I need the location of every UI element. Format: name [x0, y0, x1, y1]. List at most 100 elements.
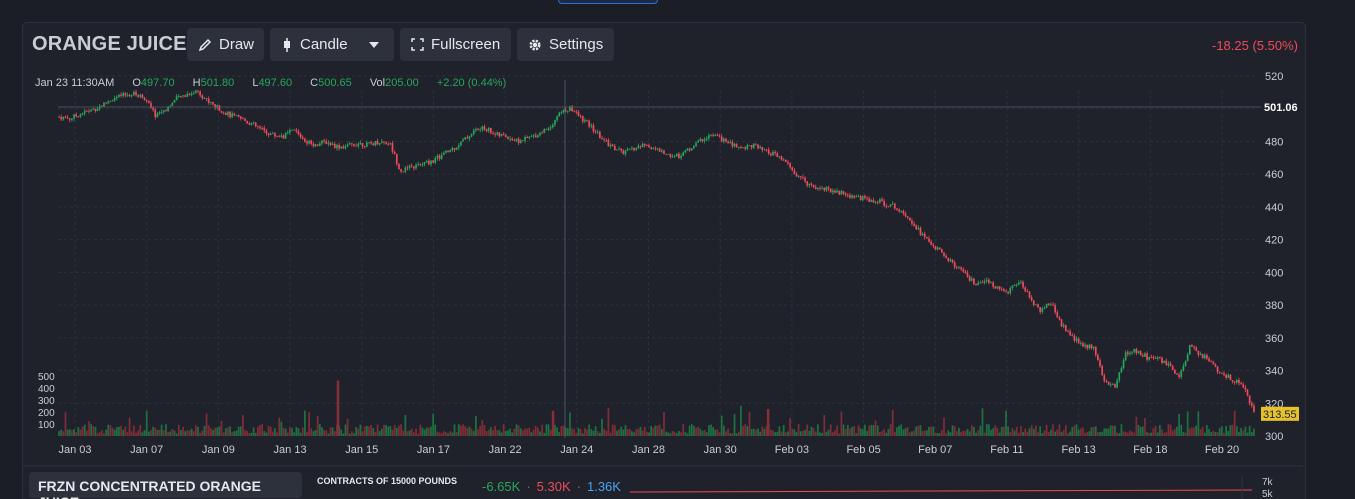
- volume-bar: [712, 427, 714, 436]
- candle-body: [1002, 289, 1005, 291]
- volume-bar: [571, 428, 573, 436]
- candle-body: [541, 132, 543, 134]
- volume-bar: [1137, 424, 1140, 436]
- fullscreen-button[interactable]: Fullscreen: [400, 28, 511, 61]
- volume-bar: [688, 425, 691, 436]
- price-chart[interactable]: 300320340360380400420440460480500520Jan …: [0, 0, 1355, 470]
- volume-spike: [551, 410, 555, 436]
- volume-bar: [834, 430, 836, 436]
- candle-body: [167, 106, 169, 111]
- volume-bar: [451, 432, 454, 436]
- candle-body: [750, 145, 753, 148]
- candle-body: [1020, 281, 1022, 283]
- candle-body: [522, 140, 524, 142]
- volume-bar: [1088, 431, 1091, 436]
- volume-bar: [1062, 430, 1065, 436]
- candle-body: [436, 155, 439, 159]
- volume-bar: [748, 411, 751, 436]
- volume-bar: [263, 431, 266, 436]
- volume-bar: [462, 424, 464, 436]
- volume-bar: [209, 428, 212, 436]
- candle-body: [1253, 405, 1255, 412]
- draw-button[interactable]: Draw: [187, 28, 264, 61]
- candle-body: [111, 100, 114, 102]
- candle-body: [209, 102, 212, 103]
- candle-body: [1082, 343, 1084, 347]
- volume-bar: [259, 424, 261, 436]
- volume-bar: [182, 426, 184, 436]
- candle-body: [1043, 307, 1046, 309]
- candle-body: [752, 143, 755, 148]
- footer-stat-1: -6.65K: [482, 479, 521, 494]
- candle-body: [220, 111, 223, 113]
- volume-bar: [372, 428, 375, 436]
- candle-body: [1122, 360, 1125, 369]
- candle-body: [994, 286, 997, 289]
- candle-body: [718, 135, 721, 137]
- candle-body: [765, 149, 768, 151]
- volume-bar: [838, 433, 841, 436]
- volume-bar: [1144, 418, 1146, 436]
- candle-body: [246, 120, 249, 124]
- volume-bar: [985, 424, 988, 436]
- volume-bar: [466, 428, 469, 436]
- candle-body: [1039, 307, 1042, 312]
- volume-bar: [1126, 432, 1129, 436]
- volume-bar: [1064, 425, 1067, 436]
- candle-body: [603, 139, 605, 140]
- volume-bar: [1101, 431, 1104, 436]
- candle-body: [881, 199, 883, 201]
- volume-bar: [701, 430, 704, 436]
- volume-bar: [819, 432, 821, 436]
- settings-label: Settings: [549, 36, 604, 53]
- candle-body: [1067, 330, 1069, 332]
- candle-body: [1037, 304, 1039, 308]
- candle-body: [757, 144, 759, 149]
- fullscreen-label: Fullscreen: [431, 36, 501, 53]
- candle-body: [323, 140, 325, 142]
- volume-bar: [158, 429, 161, 436]
- volume-bar: [893, 432, 896, 436]
- volume-bar: [192, 431, 195, 436]
- candle-dropdown[interactable]: Candle: [270, 28, 394, 61]
- candle-body: [1214, 364, 1217, 367]
- volume-bar: [605, 430, 608, 436]
- volume-bar: [205, 413, 208, 436]
- volume-bar: [714, 429, 717, 436]
- candle-body: [190, 93, 193, 96]
- settings-button[interactable]: Settings: [517, 28, 614, 61]
- candle-body: [1052, 304, 1054, 306]
- volume-bar: [543, 433, 546, 436]
- volume-bar: [996, 427, 999, 436]
- candle-body: [376, 141, 379, 145]
- volume-bar: [413, 432, 415, 436]
- volume-bar: [94, 426, 97, 436]
- volume-bar: [983, 432, 986, 436]
- volume-bar: [594, 426, 597, 436]
- volume-bar: [955, 431, 958, 436]
- candle-body: [338, 145, 340, 149]
- volume-bar: [866, 431, 868, 436]
- volume-bar: [430, 426, 432, 436]
- volume-bar: [725, 431, 727, 436]
- volume-bar: [139, 424, 142, 436]
- candle-body: [981, 282, 984, 284]
- candle-body: [366, 142, 368, 147]
- candle-body: [1208, 358, 1210, 362]
- candle-body: [1246, 389, 1249, 396]
- candle-body: [1154, 358, 1157, 359]
- volume-bar: [197, 426, 199, 436]
- candle-body: [329, 142, 332, 145]
- candle-body: [1030, 297, 1033, 301]
- candle-body: [799, 176, 802, 178]
- candle-body: [1015, 284, 1018, 286]
- x-tick-label: Feb 13: [1062, 444, 1096, 456]
- volume-bar: [325, 430, 328, 436]
- x-tick-label: Jan 17: [417, 444, 450, 456]
- volume-bar: [432, 413, 434, 436]
- volume-bar: [60, 429, 63, 436]
- candle-body: [297, 131, 300, 135]
- volume-bar: [857, 425, 860, 436]
- candle-body: [150, 103, 152, 108]
- candle-body: [1193, 346, 1195, 348]
